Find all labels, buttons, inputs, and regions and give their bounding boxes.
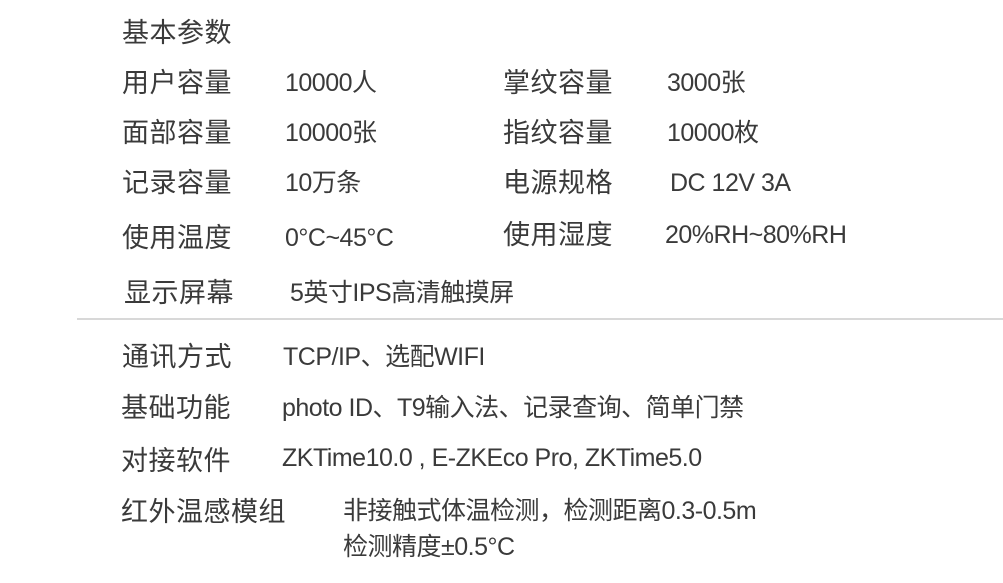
spec-value: DC 12V 3A [670,169,791,197]
spec-value: 10000人 [285,69,377,97]
spec-value: 0°C~45°C [285,224,394,252]
feature-value: ZKTime10.0 , E-ZKEco Pro, ZKTime5.0 [282,444,702,472]
feature-value-line2: 检测精度±0.5°C [343,533,515,561]
spec-value: 3000张 [667,69,746,97]
feature-label: 基础功能 [121,393,231,424]
spec-value: 10万条 [285,169,361,197]
feature-label: 对接软件 [121,446,231,477]
spec-label: 记录容量 [122,168,232,199]
feature-label: 红外温感模组 [121,497,286,528]
spec-label: 显示屏幕 [124,278,234,309]
spec-label: 使用湿度 [503,220,613,251]
feature-value: TCP/IP、选配WIFI [283,343,485,371]
spec-label: 掌纹容量 [503,68,613,99]
spec-value: 10000枚 [667,119,759,147]
feature-value: 非接触式体温检测，检测距离0.3-0.5m [343,497,757,525]
spec-label: 用户容量 [122,68,232,99]
spec-label: 电源规格 [503,168,613,199]
spec-label: 指纹容量 [503,118,613,149]
spec-label: 面部容量 [122,118,232,149]
feature-value: photo ID、T9输入法、记录查询、简单门禁 [282,394,744,422]
spec-value: 5英寸IPS高清触摸屏 [290,279,514,307]
feature-label: 通讯方式 [122,342,232,373]
section-title: 基本参数 [122,18,232,49]
spec-label: 使用温度 [122,223,232,254]
divider [77,318,1003,320]
spec-value: 20%RH~80%RH [665,221,847,249]
spec-value: 10000张 [285,119,377,147]
